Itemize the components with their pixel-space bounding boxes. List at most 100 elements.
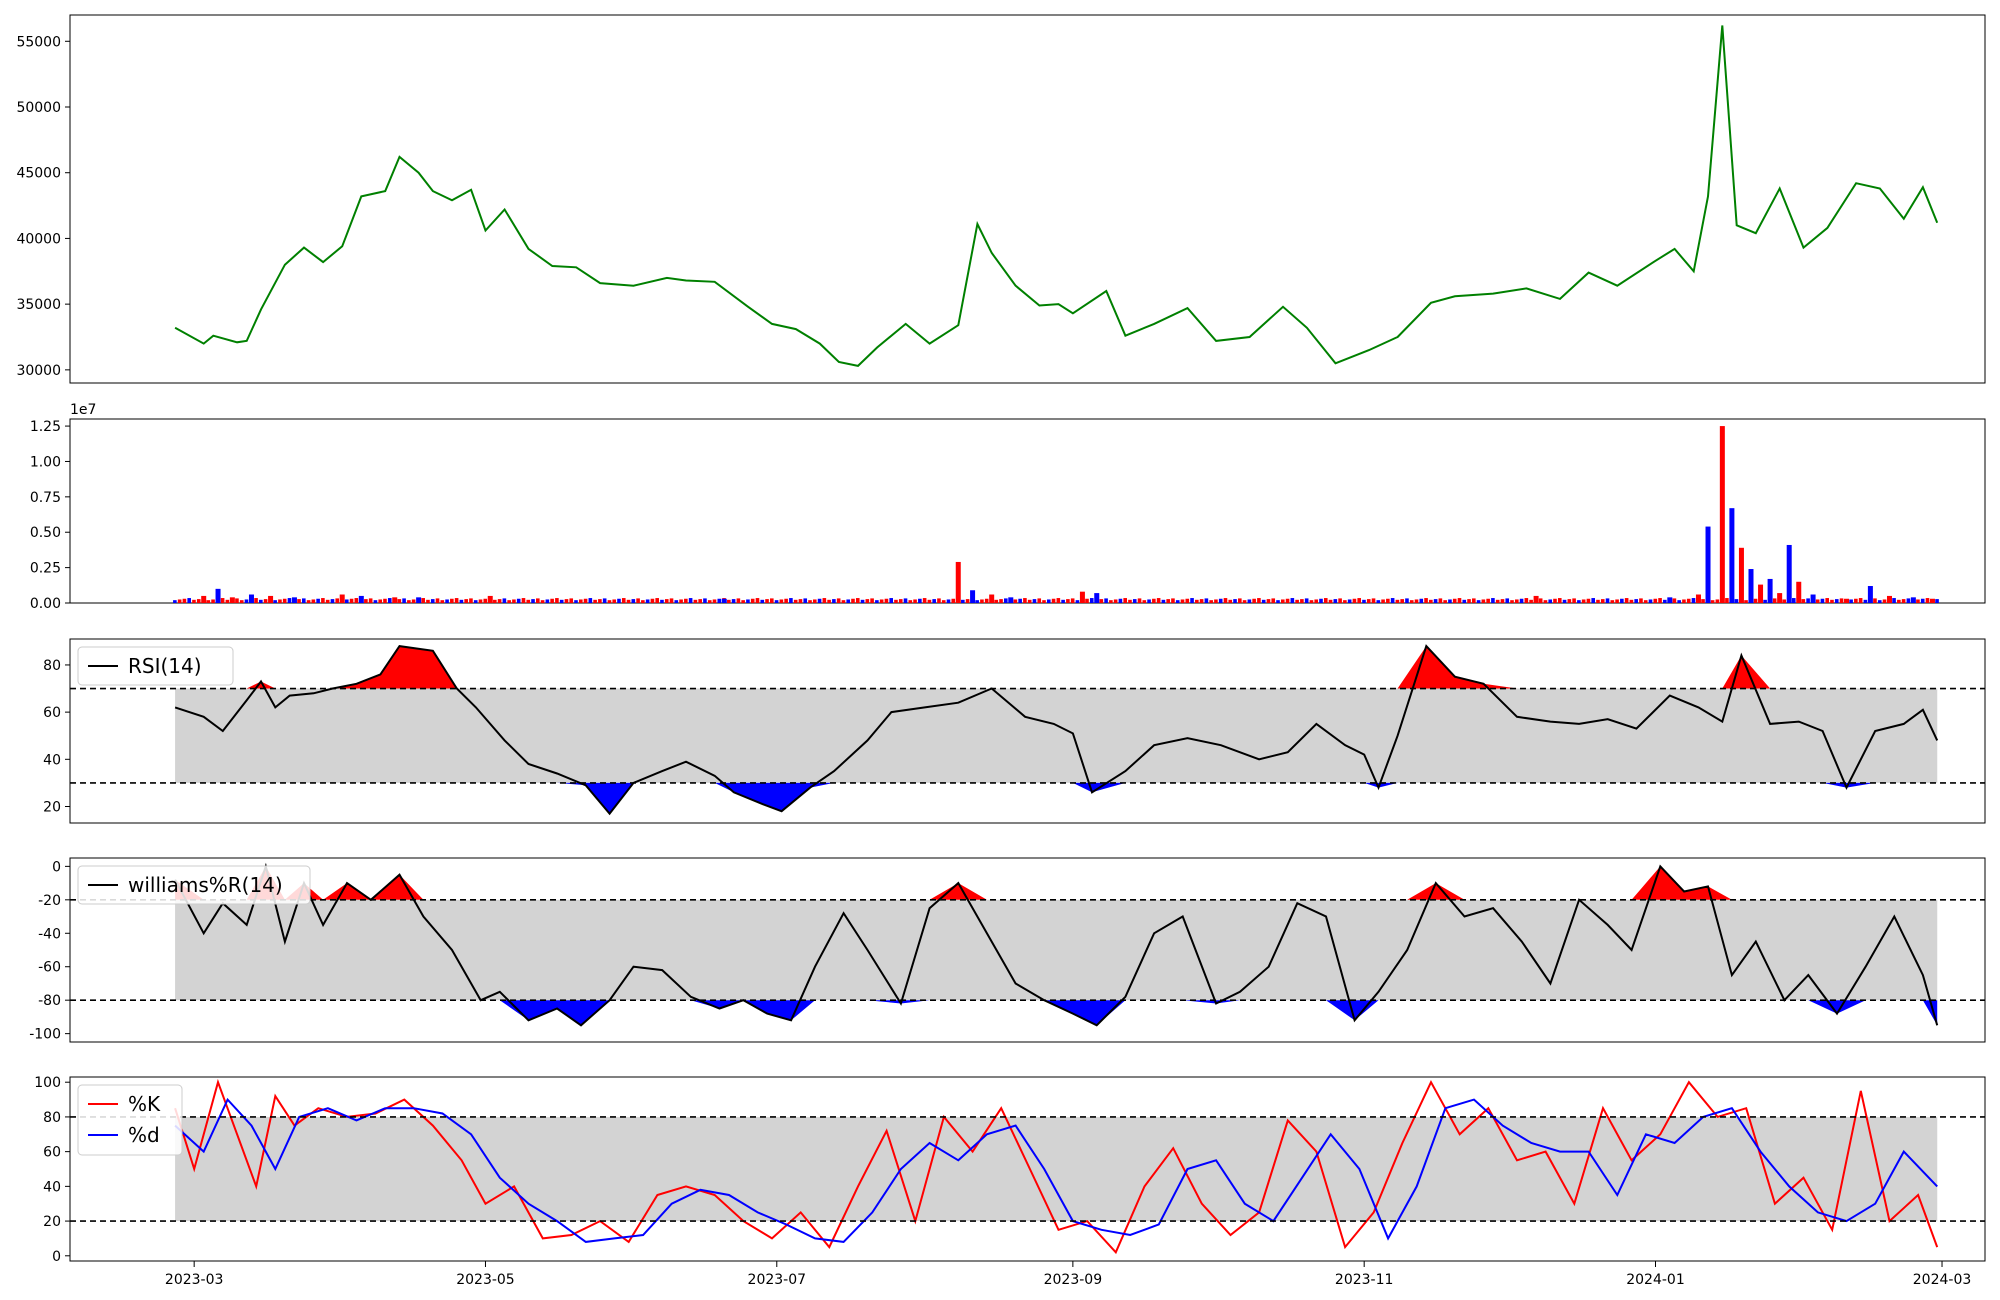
neutral-zone-band [175,688,1938,783]
volume-bar [291,597,297,603]
volume-bar [430,599,435,603]
volume-bar [1906,598,1911,603]
volume-bar [770,598,774,603]
volume-bar [1695,594,1701,603]
volume-bar [937,598,941,603]
volume-bar [1113,599,1118,603]
volume-bar [1581,599,1586,603]
volume-bar [1161,599,1166,603]
volume-bar [1300,599,1304,603]
volume-bar [368,598,373,603]
williams-r-panel: 0 -20 -40 -60 -80 -100 williams%R(14) [29,857,1986,1043]
volume-bar [1414,599,1419,603]
volume-bar [354,598,359,603]
volume-bar [321,598,325,603]
volume-bar [416,597,422,603]
volume-bar [1610,600,1615,603]
volume-bar [1123,598,1127,603]
y-tick-label: -80 [38,993,61,1009]
volume-bar [1519,598,1524,603]
volume-bar [1233,599,1237,603]
overbought-fill [175,866,1938,900]
volume-bar [612,599,617,603]
volume-bar [297,599,301,603]
volume-bar [1615,599,1619,603]
y-tick-label: 40 [43,1179,61,1195]
volume-bar [984,598,989,603]
volume-bar [1639,598,1643,603]
volume-bar [875,600,879,603]
y-tick-label: 0 [52,1249,61,1265]
volume-bar [1925,598,1930,603]
volume-bar [1648,599,1653,603]
volume-bar [487,595,493,603]
volume-bar [192,599,196,603]
volume-bar [1467,599,1471,603]
volume-bar [1729,508,1735,603]
volume-bar [1815,599,1820,603]
y-tick-label: 20 [43,799,61,815]
volume-bar [282,598,287,603]
volume-bar [1725,598,1729,603]
volume-bar [970,590,976,603]
volume-bar [860,599,865,603]
volume-bar [1443,600,1447,603]
volume-bar [454,598,459,603]
volume-bar [955,561,961,603]
volume-bar [555,598,559,603]
volume-bar [975,600,979,603]
volume-bar [421,598,425,603]
x-tick-label: 2023-11 [1335,1272,1394,1288]
y-tick-label: 55000 [16,34,61,50]
volume-bar [870,598,874,603]
volume-bar [755,598,760,603]
volume-bar [1705,526,1711,603]
rsi-line [174,644,1939,816]
volume-bar [679,599,683,603]
volume-bar [1190,598,1194,603]
y-tick-label: 60 [43,1145,61,1161]
volume-bar [1491,598,1495,603]
volume-bar [1786,544,1792,603]
y-tick-label: 1.00 [30,454,61,470]
volume-bar [440,600,445,603]
x-tick-label: 2024-03 [1913,1272,1972,1288]
y-tick-label: 0.75 [30,490,61,506]
volume-bar [1008,597,1014,603]
y-tick-label: 1.25 [30,419,61,435]
volume-bar [1605,598,1610,603]
volume-bar [512,599,516,603]
volume-bar [593,599,597,603]
volume-bar [1514,599,1519,603]
volume-bar [798,599,803,603]
volume-bar [793,599,798,603]
volume-bar [435,598,440,603]
volume-bar [789,598,793,603]
volume-bar [516,598,521,603]
y-tick-label: -100 [29,1027,61,1043]
volume-bar [1481,599,1486,603]
volume-bar [507,600,511,603]
volume-bar [502,598,507,603]
volume-bar [1658,598,1662,603]
volume-bar [1023,598,1027,603]
volume-bar [1920,598,1925,603]
y-tick-label: 40 [43,752,61,768]
volume-bar [397,599,402,603]
volume-bar [636,598,640,603]
volume-bar [278,599,282,603]
volume-bar [1548,599,1553,603]
volume-bar [1027,599,1032,603]
volume-bar [1672,598,1677,603]
volume-bar [187,598,191,603]
volume-bar [540,600,545,603]
volume-bar [1748,569,1754,603]
volume-bar [1524,598,1529,603]
volume-bar [1772,598,1777,603]
volume-bar [1061,599,1065,603]
volume-bar [387,598,392,603]
legend-box [77,646,234,686]
volume-bar [311,599,316,603]
volume-bar [211,599,215,603]
volume-bar [1285,598,1290,603]
